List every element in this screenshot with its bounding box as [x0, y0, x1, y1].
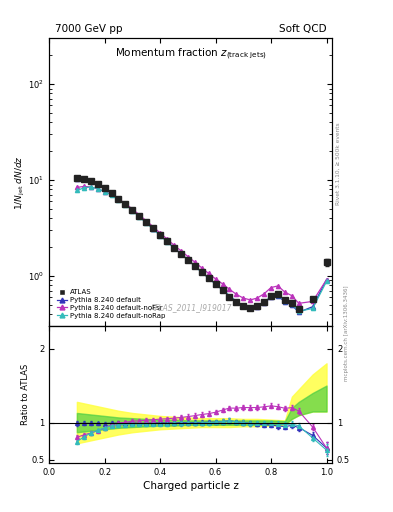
Text: mcplots.cern.ch [arXiv:1306.3436]: mcplots.cern.ch [arXiv:1306.3436] — [344, 285, 349, 380]
Text: Soft QCD: Soft QCD — [279, 24, 327, 34]
Legend: ATLAS, Pythia 8.240 default, Pythia 8.240 default-noFsr, Pythia 8.240 default-no: ATLAS, Pythia 8.240 default, Pythia 8.24… — [55, 288, 167, 320]
Text: 7000 GeV pp: 7000 GeV pp — [55, 24, 122, 34]
Text: Rivet 3.1.10, ≥ 500k events: Rivet 3.1.10, ≥ 500k events — [336, 122, 341, 205]
Text: ATLAS_2011_I919017: ATLAS_2011_I919017 — [149, 303, 232, 312]
Y-axis label: $1/N_\mathrm{jet}\ dN/dz$: $1/N_\mathrm{jet}\ dN/dz$ — [14, 155, 27, 210]
Text: Momentum fraction $z_\mathrm{(track\ jets)}$: Momentum fraction $z_\mathrm{(track\ jet… — [115, 47, 266, 62]
X-axis label: Charged particle z: Charged particle z — [143, 481, 239, 492]
Y-axis label: Ratio to ATLAS: Ratio to ATLAS — [21, 364, 30, 425]
